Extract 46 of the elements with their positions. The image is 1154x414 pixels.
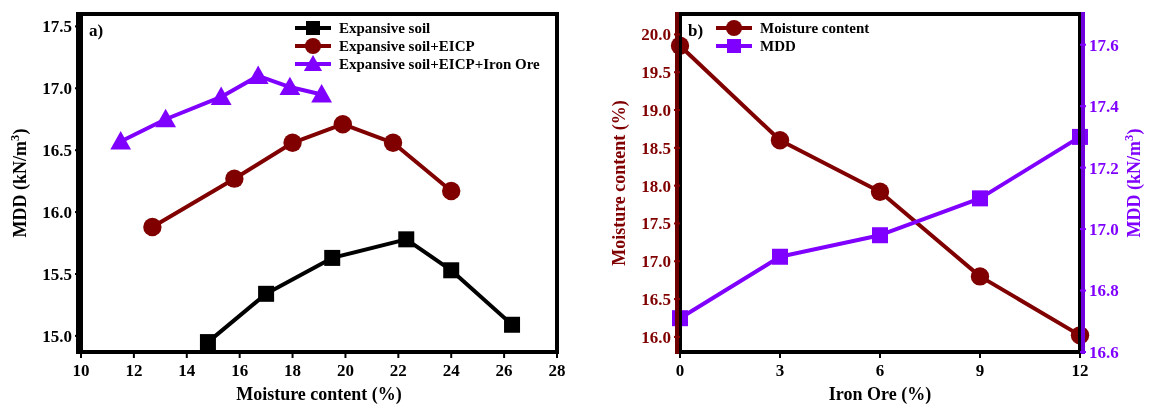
x-axis-title: Iron Ore (%): [828, 384, 932, 405]
annotation: b): [688, 21, 704, 40]
legend-label: Expansive soil+EICP+Iron Ore: [339, 56, 541, 73]
x-tick-label: 16: [231, 361, 249, 380]
y-tick-label: 17.5: [42, 17, 72, 37]
x-tick-label: 12: [1071, 361, 1089, 380]
y-tick-label: 16.0: [42, 203, 72, 223]
y2-tick-label: 17.6: [1089, 35, 1119, 55]
legend-label: Expansive soil: [339, 20, 431, 37]
x-tick-label: 18: [284, 361, 302, 380]
y-tick-label: 17.0: [641, 252, 671, 272]
y-tick-label: 18.5: [641, 138, 671, 158]
legend-label: Moisture content: [760, 20, 870, 37]
y2-tick-label: 16.8: [1089, 281, 1119, 301]
y2-tick-label: 17.4: [1089, 97, 1120, 117]
x-tick-label: 26: [495, 361, 513, 380]
legend-label: Expansive soil+EICP: [339, 38, 475, 55]
x-tick-label: 10: [72, 361, 90, 380]
y2-tick-label: 17.2: [1089, 158, 1119, 178]
y-tick-label: 17.5: [641, 214, 671, 234]
y2-tick-label: 16.6: [1089, 342, 1119, 362]
x-tick-label: 20: [336, 361, 354, 380]
x-tick-label: 22: [389, 361, 407, 380]
y-tick-label: 15.5: [42, 264, 72, 284]
y-axis-title: Moisture content (%): [609, 100, 630, 266]
y-tick-label: 16.5: [641, 290, 671, 310]
y-tick-label: 19.5: [641, 63, 671, 83]
x-tick-label: 6: [875, 361, 885, 380]
y2-tick-label: 17.0: [1089, 220, 1119, 240]
annotation: a): [89, 21, 104, 40]
x-tick-label: 24: [442, 361, 461, 380]
x-axis-title: Moisture content (%): [236, 384, 402, 405]
x-tick-label: 0: [675, 361, 685, 380]
x-tick-label: 14: [178, 361, 196, 380]
x-tick-label: 9: [975, 361, 985, 380]
y-tick-label: 20.0: [641, 25, 671, 45]
y-tick-label: 16.5: [42, 141, 72, 161]
y-tick-label: 15.0: [42, 326, 72, 346]
x-tick-label: 28: [548, 361, 566, 380]
y-tick-label: 18.0: [641, 176, 671, 196]
y-tick-label: 19.0: [641, 100, 671, 120]
x-tick-label: 12: [125, 361, 143, 380]
y-tick-label: 16.0: [641, 327, 671, 347]
y-tick-label: 17.0: [42, 79, 72, 99]
x-tick-label: 3: [775, 361, 785, 380]
legend-label: MDD: [760, 38, 796, 55]
